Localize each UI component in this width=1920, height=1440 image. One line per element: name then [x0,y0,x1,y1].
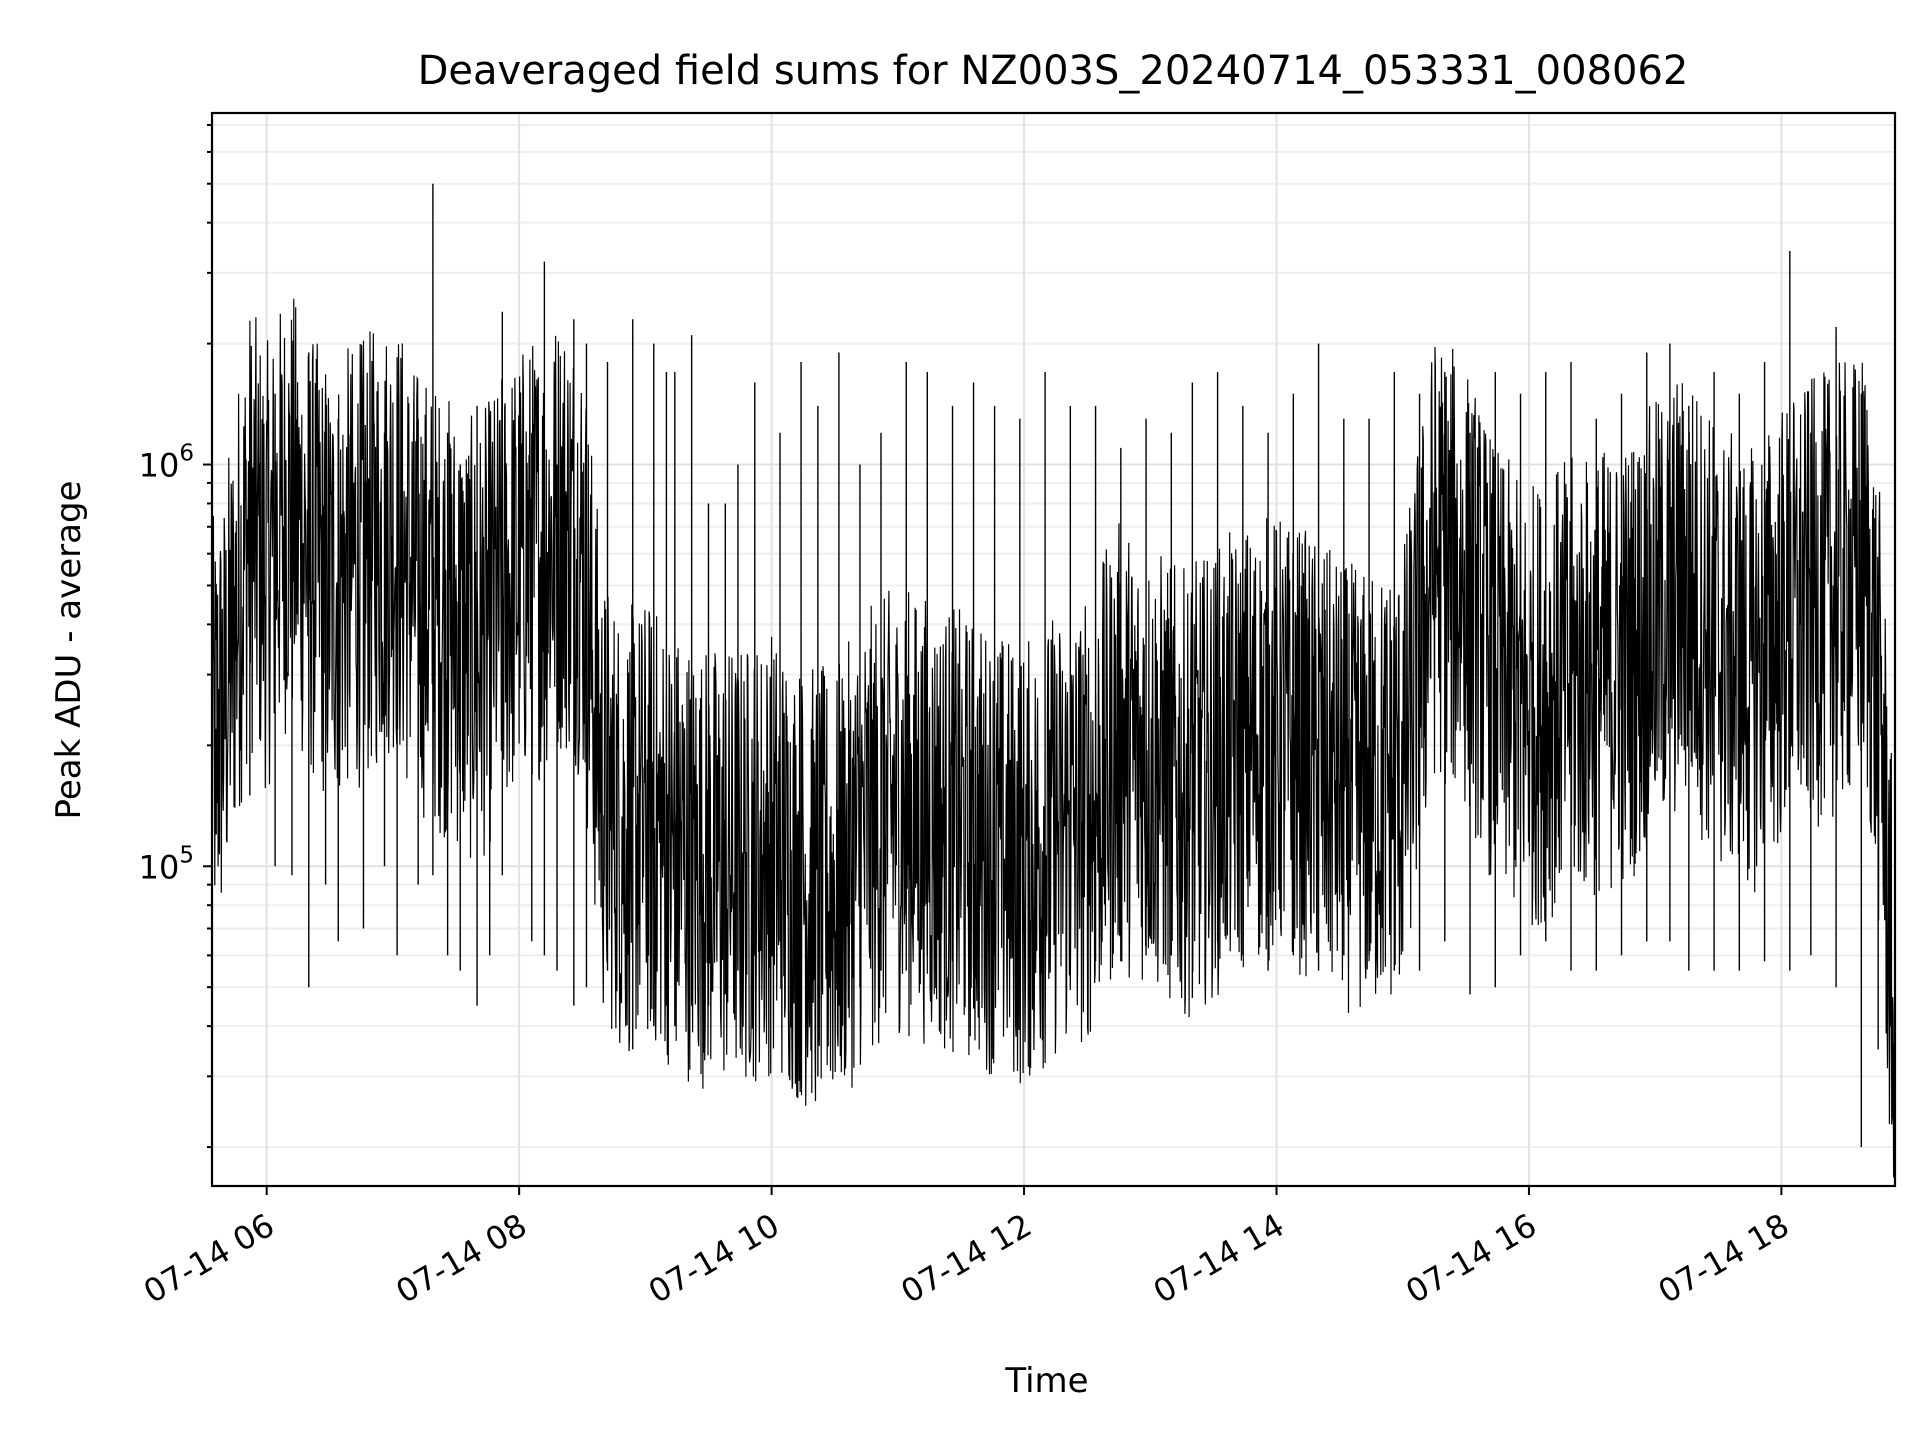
x-tick-label: 07-14 18 [1652,1206,1796,1311]
x-tick-label: 07-14 06 [137,1206,281,1311]
y-axis-label: Peak ADU - average [49,481,89,820]
grid-lines [212,113,1895,1186]
y-tick-label: 106 [139,441,194,485]
x-tick-label: 07-14 14 [1147,1206,1291,1311]
series-line [211,298,1896,1178]
x-tick-label: 07-14 10 [642,1206,786,1311]
y-axis-ticks: 105 106 [139,124,212,1149]
data-series [211,183,1896,1178]
x-tick-label: 07-14 16 [1399,1206,1543,1311]
x-tick-label: 07-14 08 [390,1206,534,1311]
chart-title: Deaveraged field sums for NZ003S_2024071… [418,48,1689,94]
x-tick-label: 07-14 12 [894,1206,1038,1311]
x-axis-ticks: 07-14 06 07-14 08 07-14 10 07-14 12 07-14 14… [137,1186,1795,1311]
x-axis-label: Time [1004,1361,1088,1401]
axes-frame [210,111,1897,1188]
y-tick-label: 105 [139,842,194,886]
